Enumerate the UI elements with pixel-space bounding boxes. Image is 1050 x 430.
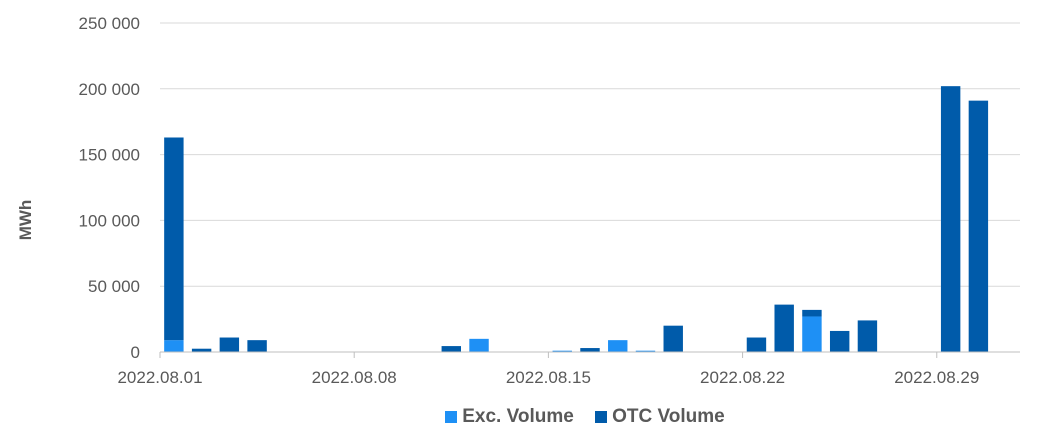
bar-exc-2022.08.24: [802, 316, 822, 352]
bar-otc-2022.08.26: [857, 320, 878, 352]
legend-label-exc: Exc. Volume: [462, 406, 574, 427]
x-tick-label: 2022.08.22: [700, 368, 785, 387]
bar-exc-2022.08.12: [469, 338, 489, 352]
bar-otc-2022.08.11: [441, 346, 461, 352]
bar-otc-2022.08.02: [191, 348, 212, 352]
x-tick-label: 2022.08.15: [506, 368, 591, 387]
bar-otc-2022.08.01: [164, 137, 184, 341]
bars: [164, 86, 989, 352]
bar-exc-2022.08.17: [608, 340, 628, 352]
legend-label-otc: OTC Volume: [612, 406, 725, 427]
bar-chart: 0 50 000 100 000 150 000 200 000 250 000 2022…: [16, 14, 1020, 387]
bar-otc-2022.08.19: [663, 325, 683, 352]
y-tick-label: 100 000: [79, 211, 140, 230]
legend-item-exc: Exc. Volume: [445, 406, 574, 428]
x-tick-label: 2022.08.08: [312, 368, 397, 387]
bar-otc-2022.08.23: [774, 304, 794, 352]
y-tick-label: 150 000: [79, 146, 140, 165]
legend-swatch-otc: [595, 411, 608, 423]
y-tick-label: 200 000: [79, 80, 140, 99]
bar-exc-2022.08.01: [164, 340, 184, 352]
legend: Exc. Volume OTC Volume: [60, 406, 1050, 429]
legend-item-otc: OTC Volume: [595, 406, 725, 428]
bar-otc-2022.08.16: [580, 348, 600, 352]
bar-otc-2022.08.30: [968, 100, 989, 352]
y-axis-label: MWh: [16, 200, 35, 241]
legend-swatch-exc: [445, 411, 458, 423]
y-tick-label: 0: [131, 343, 140, 362]
bar-exc-2022.08.18: [635, 350, 656, 352]
x-axis-ticks: 2022.08.01 2022.08.08 2022.08.15 2022.08.22…: [117, 352, 979, 387]
bar-otc-2022.08.22: [746, 337, 767, 352]
y-axis-ticks: 0 50 000 100 000 150 000 200 000 250 000: [79, 14, 140, 362]
gridlines: [160, 22, 1020, 287]
bar-exc-2022.08.15: [552, 350, 572, 352]
y-tick-label: 50 000: [88, 277, 140, 296]
bar-otc-2022.08.24: [802, 309, 822, 317]
bar-otc-2022.08.25: [829, 330, 850, 352]
bar-otc-2022.08.03: [219, 337, 240, 352]
x-tick-label: 2022.08.01: [117, 368, 202, 387]
bar-otc-2022.08.29: [940, 86, 961, 352]
y-tick-label: 250 000: [79, 14, 140, 33]
x-tick-label: 2022.08.29: [894, 368, 979, 387]
bar-otc-2022.08.04: [247, 340, 267, 352]
